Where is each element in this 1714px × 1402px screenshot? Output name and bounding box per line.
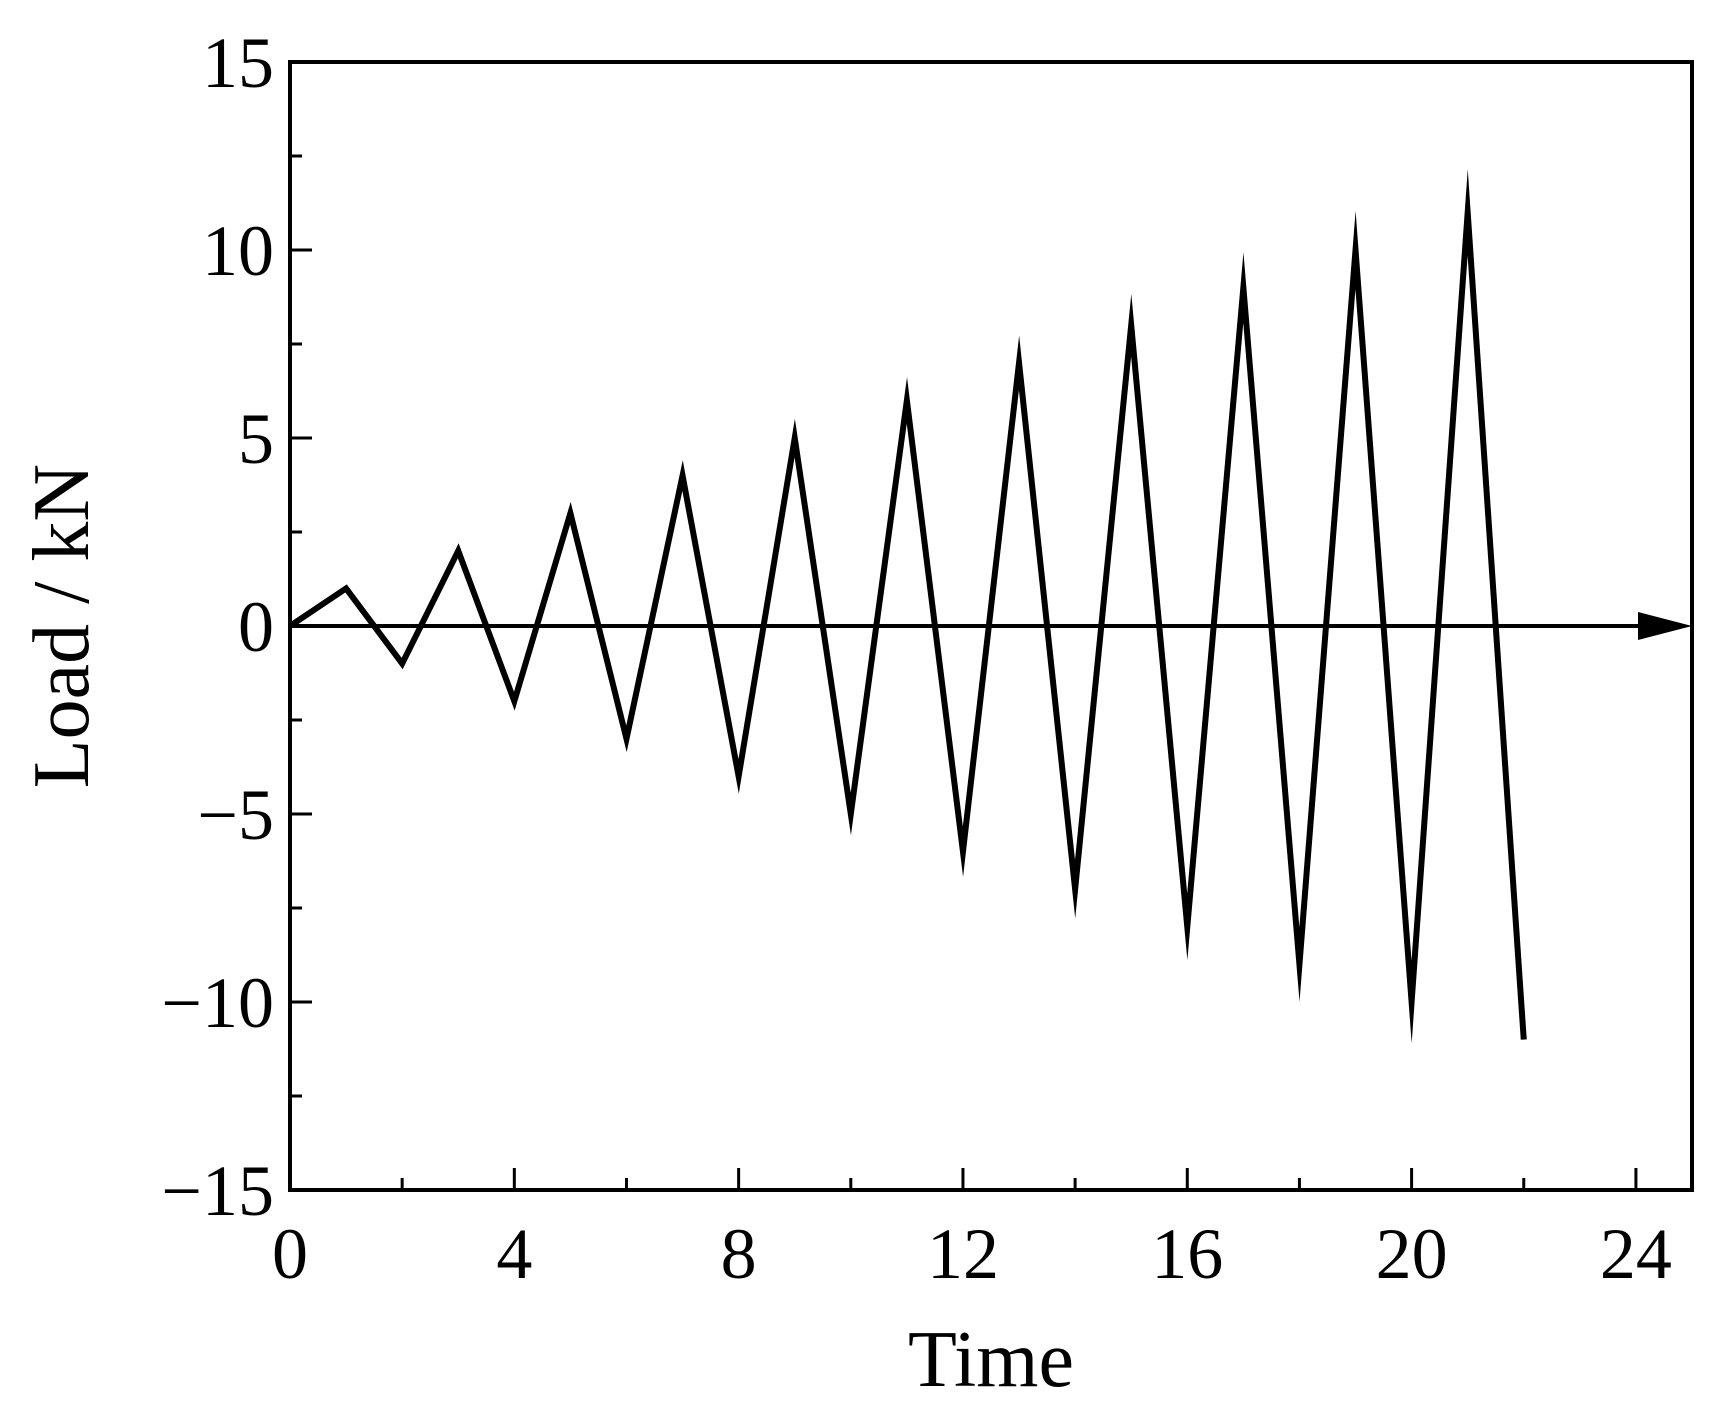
y-tick-labels: −15 −10 −5 0 5 10 15	[161, 23, 274, 1231]
y-tick-label: 10	[202, 211, 274, 291]
x-tick-label: 16	[1151, 1214, 1223, 1294]
y-tick-label: 15	[202, 23, 274, 103]
y-tick-label: 5	[238, 399, 274, 479]
x-tick-label: 20	[1376, 1214, 1448, 1294]
y-tick-label: −10	[161, 963, 274, 1043]
zero-line-arrowhead	[1638, 612, 1692, 640]
plot-frame	[288, 60, 1694, 1192]
x-axis-title: Time	[908, 1316, 1074, 1402]
x-tick-label: 24	[1600, 1214, 1672, 1294]
x-tick-label: 8	[721, 1214, 757, 1294]
x-tick-label: 0	[272, 1214, 308, 1294]
y-axis-title: Load / kN	[18, 464, 106, 788]
y-tick-label: −5	[197, 775, 274, 855]
x-tick-labels: 0 4 8 12 16 20 24	[272, 1214, 1672, 1294]
series-line	[288, 169, 1527, 1044]
y-tick-label: −15	[161, 1151, 274, 1231]
y-tick-label: 0	[238, 587, 274, 667]
x-tick-label: 4	[496, 1214, 532, 1294]
x-tick-label: 12	[927, 1214, 999, 1294]
